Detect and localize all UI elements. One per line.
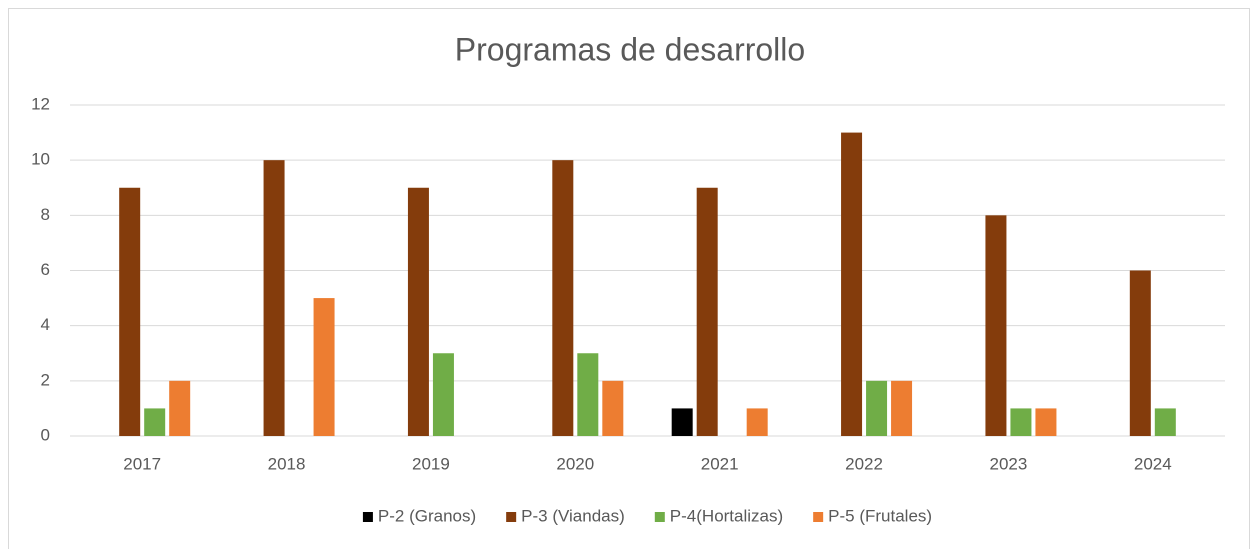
legend-label: P-5 (Frutales) bbox=[828, 506, 932, 525]
x-tick-label: 2017 bbox=[123, 454, 161, 473]
x-tick-label: 2023 bbox=[990, 454, 1028, 473]
bar bbox=[841, 132, 863, 437]
legend-label: P-4(Hortalizas) bbox=[670, 506, 783, 525]
bar bbox=[696, 187, 718, 436]
x-tick-label: 2020 bbox=[556, 454, 594, 473]
y-tick-label: 0 bbox=[41, 425, 50, 444]
chart-border bbox=[8, 8, 1250, 549]
x-tick-label: 2024 bbox=[1134, 454, 1172, 473]
y-tick-label: 6 bbox=[41, 260, 50, 279]
x-tick-label: 2022 bbox=[845, 454, 883, 473]
bar bbox=[432, 353, 454, 436]
y-tick-label: 4 bbox=[41, 315, 50, 334]
bar bbox=[866, 380, 888, 436]
bar bbox=[144, 408, 166, 436]
legend-swatch bbox=[813, 512, 824, 522]
bar bbox=[891, 380, 913, 436]
legend-label: P-2 (Granos) bbox=[378, 506, 476, 525]
legend-swatch bbox=[362, 512, 373, 522]
bar bbox=[313, 298, 335, 436]
bar bbox=[1010, 408, 1032, 436]
bar bbox=[746, 408, 768, 436]
y-tick-label: 12 bbox=[31, 94, 50, 113]
bar bbox=[407, 187, 429, 436]
bar bbox=[602, 380, 624, 436]
bar bbox=[1154, 408, 1176, 436]
chart-title: Programas de desarrollo bbox=[455, 31, 805, 67]
y-tick-label: 2 bbox=[41, 370, 50, 389]
x-tick-label: 2021 bbox=[701, 454, 739, 473]
bar bbox=[577, 353, 599, 436]
x-tick-label: 2018 bbox=[268, 454, 306, 473]
bar bbox=[263, 160, 285, 436]
bar bbox=[671, 408, 693, 436]
bar bbox=[119, 187, 141, 436]
bar bbox=[985, 215, 1007, 436]
legend-label: P-3 (Viandas) bbox=[521, 506, 625, 525]
bar bbox=[552, 160, 574, 436]
bar bbox=[1129, 270, 1151, 436]
legend-swatch bbox=[506, 512, 517, 522]
bar bbox=[1035, 408, 1057, 436]
y-tick-label: 8 bbox=[41, 205, 50, 224]
bar bbox=[169, 380, 191, 436]
legend-swatch bbox=[654, 512, 665, 522]
x-tick-label: 2019 bbox=[412, 454, 450, 473]
y-tick-label: 10 bbox=[31, 150, 50, 169]
